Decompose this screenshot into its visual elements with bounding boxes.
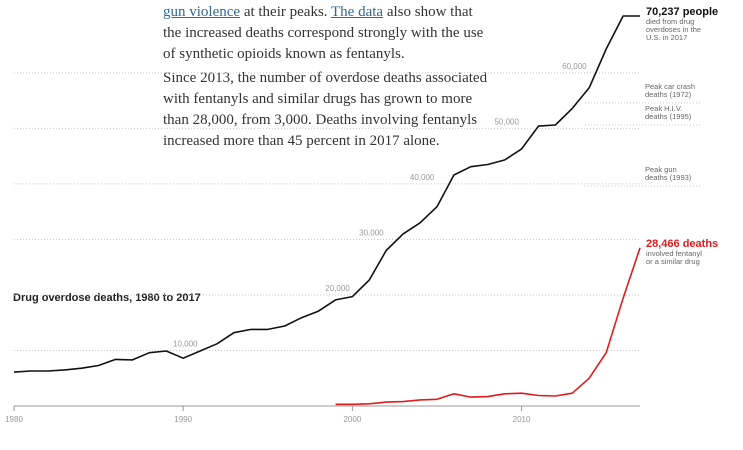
series-line-1 xyxy=(335,247,641,406)
paragraph-1-text-b: also show that the increased deaths corr… xyxy=(163,4,484,62)
annotation-value-1: 28,466 deaths xyxy=(646,238,718,250)
x-tick-label-1980: 1980 xyxy=(5,415,23,424)
annotation-line-1-1: or a similar drug xyxy=(646,257,700,266)
x-tick-label-2000: 2000 xyxy=(343,415,361,424)
annotation-value-0: 70,237 people xyxy=(646,6,718,18)
annotation-line-0-1: overdoses in the xyxy=(646,25,701,34)
y-axis-label-50000: 50,000 xyxy=(494,117,519,126)
the-data-link[interactable]: The data xyxy=(331,4,384,20)
article-paragraph-1: gun violence at their peaks. The data al… xyxy=(163,2,493,65)
reference-label-1-0: Peak H.I.V. xyxy=(645,104,682,113)
y-axis-label-20000: 20,000 xyxy=(325,284,350,293)
reference-label-1-1: deaths (1995) xyxy=(645,112,692,121)
reference-label-0-1: deaths (1972) xyxy=(645,90,692,99)
article-paragraph-2: Since 2013, the number of overdose death… xyxy=(163,70,488,149)
x-tick-label-1990: 1990 xyxy=(174,415,192,424)
annotation-line-0-0: died from drug xyxy=(646,17,694,26)
series-line-0 xyxy=(13,15,640,373)
reference-label-2-1: deaths (1993) xyxy=(645,173,692,182)
y-axis-label-30000: 30,000 xyxy=(359,228,384,237)
annotation-line-1-0: involved fentanyl xyxy=(646,249,702,258)
annotation-line-0-2: U.S. in 2017 xyxy=(646,33,687,42)
gun-violence-link[interactable]: gun violence xyxy=(163,4,241,20)
reference-label-0-0: Peak car crash xyxy=(645,82,695,91)
y-axis-label-40000: 40,000 xyxy=(410,173,435,182)
y-axis-label-10000: 10,000 xyxy=(173,339,198,348)
x-tick-label-2010: 2010 xyxy=(513,415,531,424)
paragraph-1-text-a: at their peaks. xyxy=(240,4,332,20)
reference-label-2-0: Peak gun xyxy=(645,165,677,174)
y-axis-label-60000: 60,000 xyxy=(562,62,587,71)
